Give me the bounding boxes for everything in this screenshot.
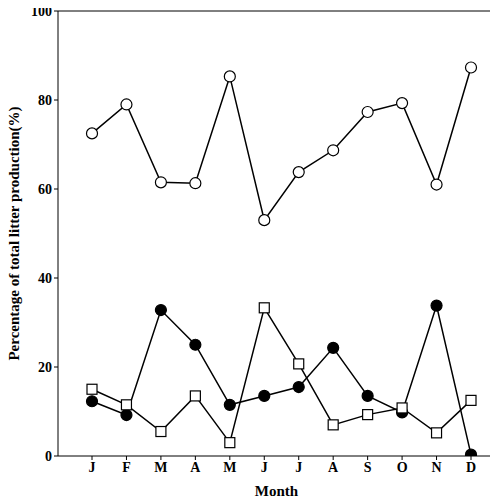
svg-text:J: J [261,460,268,475]
svg-text:A: A [190,460,201,475]
svg-text:0: 0 [45,449,52,464]
svg-text:D: D [466,460,476,475]
svg-text:Percentage of total litter pro: Percentage of total litter production(%) [8,106,23,360]
svg-text:J: J [89,460,96,475]
svg-text:Month: Month [255,483,299,498]
svg-text:60: 60 [38,182,52,197]
svg-text:20: 20 [38,360,52,375]
svg-text:N: N [431,460,441,475]
svg-text:S: S [364,460,372,475]
svg-text:M: M [223,460,236,475]
svg-text:O: O [397,460,408,475]
svg-text:40: 40 [38,271,52,286]
svg-text:F: F [122,460,131,475]
svg-text:M: M [154,460,167,475]
svg-text:A: A [328,460,339,475]
svg-text:J: J [295,460,302,475]
svg-text:80: 80 [38,93,52,108]
svg-text:100: 100 [31,8,52,19]
